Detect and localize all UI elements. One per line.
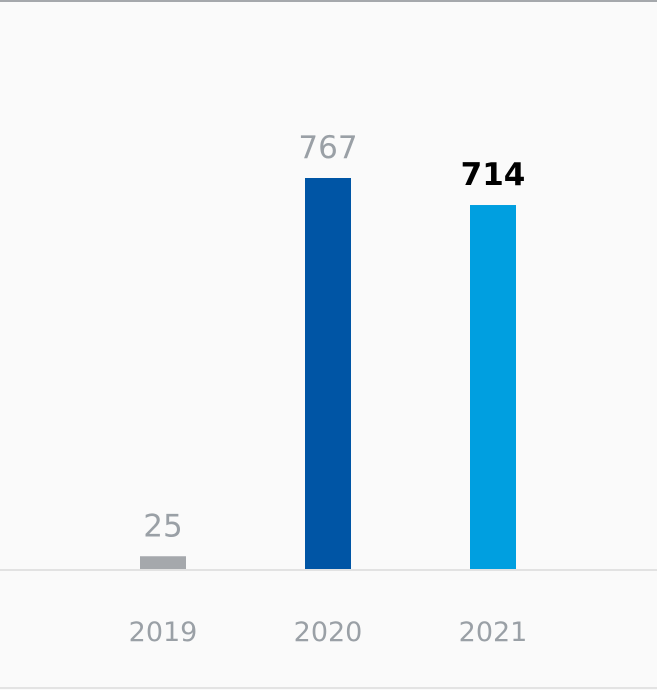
x-tick-label-2019: 2019 (129, 617, 198, 648)
value-label-2021: 714 (461, 157, 526, 193)
x-tick-label-2020: 2020 (294, 617, 363, 648)
bar-2019 (140, 556, 186, 569)
bottom-divider (0, 687, 657, 689)
top-divider (0, 0, 657, 2)
bar-2020 (305, 178, 351, 569)
value-label-2019: 25 (143, 508, 182, 544)
bar-2021 (470, 205, 516, 569)
x-tick-label-2021: 2021 (459, 617, 528, 648)
value-label-2020: 767 (298, 130, 357, 166)
